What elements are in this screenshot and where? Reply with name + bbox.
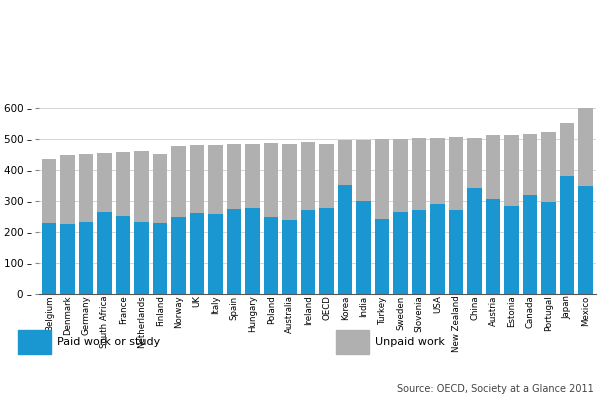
Bar: [190, 213, 205, 294]
Bar: [116, 152, 130, 216]
Bar: [153, 154, 167, 223]
Bar: [541, 202, 556, 294]
Bar: [97, 212, 112, 294]
Bar: [264, 143, 278, 217]
Bar: [338, 185, 352, 294]
Bar: [227, 209, 241, 294]
Bar: [430, 204, 445, 294]
Bar: [505, 206, 519, 294]
Bar: [467, 138, 482, 188]
Text: Total minutes worked, paid and unpaid, per day: Total minutes worked, paid and unpaid, p…: [45, 49, 311, 59]
Bar: [578, 186, 593, 294]
Bar: [18, 330, 51, 354]
Bar: [42, 159, 56, 223]
Bar: [449, 137, 463, 210]
Bar: [560, 123, 574, 176]
Bar: [394, 139, 408, 212]
Bar: [61, 224, 75, 294]
Bar: [449, 210, 463, 294]
Bar: [394, 212, 408, 294]
Text: Paid work or study: Paid work or study: [57, 337, 160, 347]
Bar: [412, 138, 427, 210]
Bar: [172, 217, 186, 294]
Bar: [319, 208, 334, 294]
Bar: [430, 138, 445, 204]
Bar: [208, 214, 223, 294]
Bar: [523, 134, 538, 194]
Bar: [153, 223, 167, 294]
Bar: [190, 146, 205, 213]
Bar: [301, 210, 316, 294]
Bar: [283, 144, 297, 220]
Text: Who works the longest?: Who works the longest?: [45, 10, 271, 28]
Bar: [523, 194, 538, 294]
Bar: [79, 222, 94, 294]
Bar: [208, 145, 223, 214]
Bar: [79, 154, 94, 222]
Bar: [412, 210, 427, 294]
Bar: [42, 223, 56, 294]
Bar: [301, 142, 316, 210]
Bar: [560, 176, 574, 294]
Bar: [283, 220, 297, 294]
Bar: [375, 139, 389, 219]
Bar: [116, 216, 130, 294]
Bar: [338, 140, 352, 185]
Bar: [336, 330, 369, 354]
Bar: [486, 199, 500, 294]
Text: Unpaid work: Unpaid work: [375, 337, 445, 347]
Bar: [467, 188, 482, 294]
Bar: [578, 108, 593, 186]
Bar: [134, 222, 149, 294]
Bar: [505, 135, 519, 206]
Bar: [245, 208, 260, 294]
Bar: [61, 155, 75, 224]
Bar: [356, 140, 371, 201]
Bar: [319, 144, 334, 208]
Bar: [97, 153, 112, 212]
Bar: [375, 219, 389, 294]
Bar: [134, 151, 149, 222]
Bar: [245, 144, 260, 208]
Bar: [227, 144, 241, 209]
Bar: [172, 146, 186, 217]
Text: Source: OECD, Society at a Glance 2011: Source: OECD, Society at a Glance 2011: [397, 384, 594, 394]
Bar: [541, 132, 556, 202]
Bar: [356, 201, 371, 294]
Bar: [264, 217, 278, 294]
Bar: [486, 135, 500, 199]
